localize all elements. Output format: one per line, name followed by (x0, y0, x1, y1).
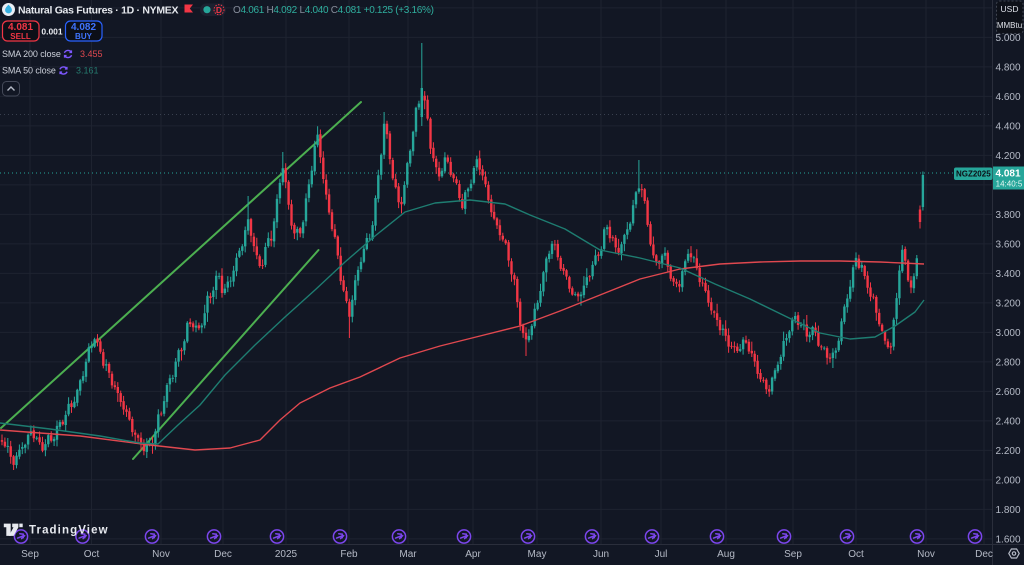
svg-text:3.000: 3.000 (995, 328, 1020, 339)
svg-text:2.000: 2.000 (995, 475, 1020, 486)
svg-text:2025: 2025 (275, 549, 298, 560)
svg-text:2.200: 2.200 (995, 446, 1020, 457)
svg-text:4.082: 4.082 (71, 22, 96, 33)
svg-text:3.200: 3.200 (995, 298, 1020, 309)
svg-text:Sep: Sep (784, 549, 802, 560)
svg-text:4.081: 4.081 (995, 169, 1020, 180)
svg-text:3.600: 3.600 (995, 239, 1020, 250)
svg-text:TradingView: TradingView (29, 525, 109, 537)
svg-text:O4.061 H4.092 L4.040 C4.081 +0: O4.061 H4.092 L4.040 C4.081 +0.125 (+3.1… (233, 5, 434, 16)
svg-text:2.400: 2.400 (995, 416, 1020, 427)
svg-text:3.455: 3.455 (80, 49, 103, 59)
svg-text:Jul: Jul (655, 549, 668, 560)
svg-text:1.800: 1.800 (995, 505, 1020, 516)
svg-text:Dec: Dec (214, 549, 232, 560)
svg-text:2.800: 2.800 (995, 357, 1020, 368)
svg-text:NGZ2025: NGZ2025 (956, 170, 991, 179)
svg-text:SMA 200 close: SMA 200 close (2, 49, 61, 59)
svg-text:Nov: Nov (152, 549, 170, 560)
svg-text:Aug: Aug (717, 549, 735, 560)
svg-text:3.400: 3.400 (995, 269, 1020, 280)
svg-text:Mar: Mar (399, 549, 417, 560)
svg-text:1.600: 1.600 (995, 534, 1020, 545)
svg-text:SELL: SELL (10, 32, 31, 41)
svg-text:Nov: Nov (917, 549, 935, 560)
svg-text:Apr: Apr (465, 549, 481, 560)
svg-text:4.800: 4.800 (995, 62, 1020, 73)
svg-text:4.400: 4.400 (995, 121, 1020, 132)
svg-text:BUY: BUY (75, 32, 93, 41)
svg-text:3.800: 3.800 (995, 210, 1020, 221)
svg-text:Natural Gas Futures · 1D · NYM: Natural Gas Futures · 1D · NYMEX (18, 5, 178, 17)
svg-text:Oct: Oct (84, 549, 100, 560)
svg-text:D: D (216, 5, 222, 15)
svg-text:4.081: 4.081 (8, 22, 33, 33)
svg-text:14:40:5: 14:40:5 (996, 180, 1023, 189)
svg-text:5.000: 5.000 (995, 33, 1020, 44)
svg-text:Dec: Dec (975, 549, 993, 560)
svg-text:MMBtu: MMBtu (997, 21, 1022, 30)
svg-text:2.600: 2.600 (995, 387, 1020, 398)
svg-text:Sep: Sep (21, 549, 39, 560)
svg-text:Feb: Feb (340, 549, 358, 560)
svg-text:4.600: 4.600 (995, 92, 1020, 103)
svg-text:May: May (528, 549, 547, 560)
svg-text:SMA 50 close: SMA 50 close (2, 66, 56, 76)
svg-text:USD: USD (1001, 4, 1019, 14)
svg-text:Oct: Oct (848, 549, 864, 560)
svg-text:3.161: 3.161 (76, 66, 99, 76)
svg-text:0.001: 0.001 (41, 27, 63, 37)
svg-text:Jun: Jun (593, 549, 609, 560)
svg-text:4.200: 4.200 (995, 151, 1020, 162)
